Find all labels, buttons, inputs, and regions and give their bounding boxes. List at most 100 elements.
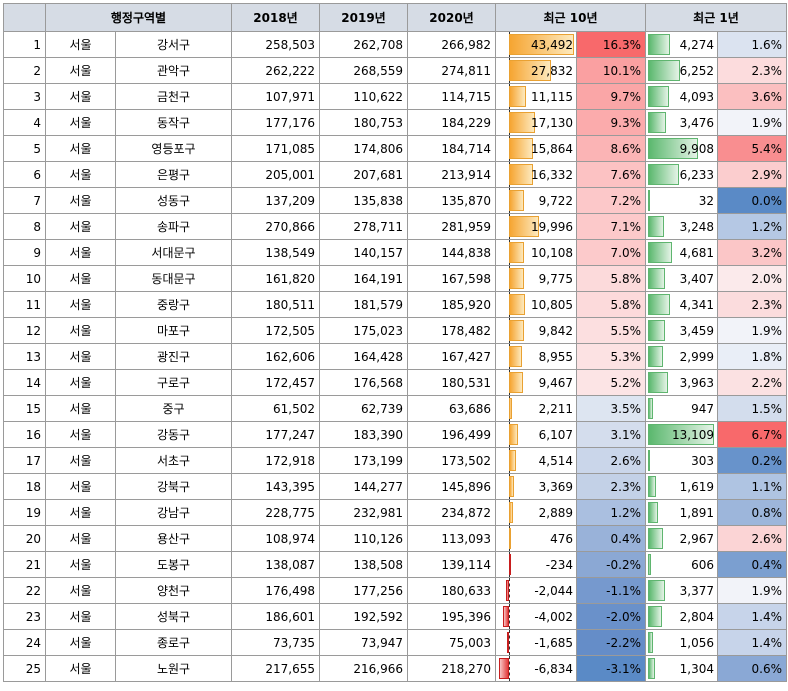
- cell-change-10y[interactable]: 2,889: [495, 499, 577, 526]
- cell-rate-10y[interactable]: 0.4%: [576, 525, 646, 552]
- cell-2020[interactable]: 195,396: [407, 603, 496, 630]
- cell-rate-10y[interactable]: 7.6%: [576, 161, 646, 188]
- cell-rate-10y[interactable]: 5.5%: [576, 317, 646, 344]
- cell-rate-10y[interactable]: 5.8%: [576, 265, 646, 292]
- cell-2019[interactable]: 110,126: [319, 525, 408, 552]
- cell-rate-10y[interactable]: -0.2%: [576, 551, 646, 578]
- cell-rate-10y[interactable]: 3.5%: [576, 395, 646, 422]
- cell-change-1y[interactable]: 1,056: [645, 629, 718, 656]
- cell-rate-10y[interactable]: 5.8%: [576, 291, 646, 318]
- cell-2018[interactable]: 107,971: [231, 83, 320, 110]
- cell-2020[interactable]: 218,270: [407, 655, 496, 682]
- cell-rate-10y[interactable]: 9.3%: [576, 109, 646, 136]
- cell-city[interactable]: 서울: [45, 525, 116, 552]
- cell-2019[interactable]: 73,947: [319, 629, 408, 656]
- cell-2018[interactable]: 138,549: [231, 239, 320, 266]
- cell-2019[interactable]: 262,708: [319, 31, 408, 58]
- cell-change-1y[interactable]: 1,891: [645, 499, 718, 526]
- cell-2019[interactable]: 140,157: [319, 239, 408, 266]
- cell-rate-1y[interactable]: 2.3%: [717, 291, 787, 318]
- cell-2019[interactable]: 216,966: [319, 655, 408, 682]
- cell-2018[interactable]: 177,176: [231, 109, 320, 136]
- cell-change-1y[interactable]: 6,233: [645, 161, 718, 188]
- cell-city[interactable]: 서울: [45, 31, 116, 58]
- cell-city[interactable]: 서울: [45, 655, 116, 682]
- cell-2020[interactable]: 167,598: [407, 265, 496, 292]
- cell-change-1y[interactable]: 3,248: [645, 213, 718, 240]
- cell-rate-1y[interactable]: 1.4%: [717, 629, 787, 656]
- cell-change-10y[interactable]: 476: [495, 525, 577, 552]
- header-2020[interactable]: 2020년: [407, 3, 496, 32]
- cell-district[interactable]: 송파구: [115, 213, 232, 240]
- cell-2018[interactable]: 73,735: [231, 629, 320, 656]
- cell-change-10y[interactable]: 16,332: [495, 161, 577, 188]
- cell-rate-10y[interactable]: 9.7%: [576, 83, 646, 110]
- cell-2019[interactable]: 177,256: [319, 577, 408, 604]
- cell-change-10y[interactable]: 9,722: [495, 187, 577, 214]
- cell-rate-10y[interactable]: 16.3%: [576, 31, 646, 58]
- cell-city[interactable]: 서울: [45, 161, 116, 188]
- row-index[interactable]: 23: [3, 603, 46, 630]
- cell-2018[interactable]: 161,820: [231, 265, 320, 292]
- cell-2018[interactable]: 177,247: [231, 421, 320, 448]
- cell-change-1y[interactable]: 13,109: [645, 421, 718, 448]
- cell-2019[interactable]: 278,711: [319, 213, 408, 240]
- cell-district[interactable]: 양천구: [115, 577, 232, 604]
- cell-rate-10y[interactable]: 1.2%: [576, 499, 646, 526]
- cell-2018[interactable]: 186,601: [231, 603, 320, 630]
- row-index[interactable]: 11: [3, 291, 46, 318]
- cell-rate-1y[interactable]: 0.0%: [717, 187, 787, 214]
- cell-change-1y[interactable]: 1,304: [645, 655, 718, 682]
- cell-change-10y[interactable]: -4,002: [495, 603, 577, 630]
- row-index[interactable]: 14: [3, 369, 46, 396]
- cell-2018[interactable]: 171,085: [231, 135, 320, 162]
- cell-change-1y[interactable]: 2,804: [645, 603, 718, 630]
- cell-2020[interactable]: 196,499: [407, 421, 496, 448]
- cell-rate-1y[interactable]: 1.9%: [717, 317, 787, 344]
- cell-district[interactable]: 노원구: [115, 655, 232, 682]
- cell-rate-1y[interactable]: 6.7%: [717, 421, 787, 448]
- row-index[interactable]: 9: [3, 239, 46, 266]
- cell-change-10y[interactable]: 9,467: [495, 369, 577, 396]
- cell-2018[interactable]: 143,395: [231, 473, 320, 500]
- cell-2019[interactable]: 192,592: [319, 603, 408, 630]
- cell-rate-10y[interactable]: 3.1%: [576, 421, 646, 448]
- cell-2019[interactable]: 144,277: [319, 473, 408, 500]
- cell-2018[interactable]: 172,505: [231, 317, 320, 344]
- cell-2018[interactable]: 172,918: [231, 447, 320, 474]
- cell-2018[interactable]: 137,209: [231, 187, 320, 214]
- row-index[interactable]: 10: [3, 265, 46, 292]
- cell-rate-1y[interactable]: 1.1%: [717, 473, 787, 500]
- row-index[interactable]: 16: [3, 421, 46, 448]
- row-index[interactable]: 2: [3, 57, 46, 84]
- row-index[interactable]: 25: [3, 655, 46, 682]
- cell-2019[interactable]: 176,568: [319, 369, 408, 396]
- cell-2020[interactable]: 213,914: [407, 161, 496, 188]
- cell-2019[interactable]: 268,559: [319, 57, 408, 84]
- cell-2019[interactable]: 110,622: [319, 83, 408, 110]
- cell-city[interactable]: 서울: [45, 109, 116, 136]
- cell-change-10y[interactable]: 3,369: [495, 473, 577, 500]
- cell-change-1y[interactable]: 3,459: [645, 317, 718, 344]
- cell-2019[interactable]: 164,191: [319, 265, 408, 292]
- cell-rate-1y[interactable]: 2.0%: [717, 265, 787, 292]
- cell-district[interactable]: 관악구: [115, 57, 232, 84]
- cell-rate-1y[interactable]: 2.6%: [717, 525, 787, 552]
- cell-rate-1y[interactable]: 1.5%: [717, 395, 787, 422]
- cell-city[interactable]: 서울: [45, 291, 116, 318]
- cell-2018[interactable]: 228,775: [231, 499, 320, 526]
- cell-city[interactable]: 서울: [45, 135, 116, 162]
- cell-change-10y[interactable]: 19,996: [495, 213, 577, 240]
- header-blank[interactable]: [3, 3, 46, 32]
- cell-city[interactable]: 서울: [45, 577, 116, 604]
- cell-2019[interactable]: 135,838: [319, 187, 408, 214]
- cell-change-1y[interactable]: 4,341: [645, 291, 718, 318]
- cell-2020[interactable]: 184,714: [407, 135, 496, 162]
- cell-2019[interactable]: 183,390: [319, 421, 408, 448]
- cell-change-10y[interactable]: 4,514: [495, 447, 577, 474]
- cell-city[interactable]: 서울: [45, 83, 116, 110]
- cell-change-1y[interactable]: 1,619: [645, 473, 718, 500]
- cell-rate-1y[interactable]: 3.2%: [717, 239, 787, 266]
- cell-2018[interactable]: 61,502: [231, 395, 320, 422]
- cell-2020[interactable]: 184,229: [407, 109, 496, 136]
